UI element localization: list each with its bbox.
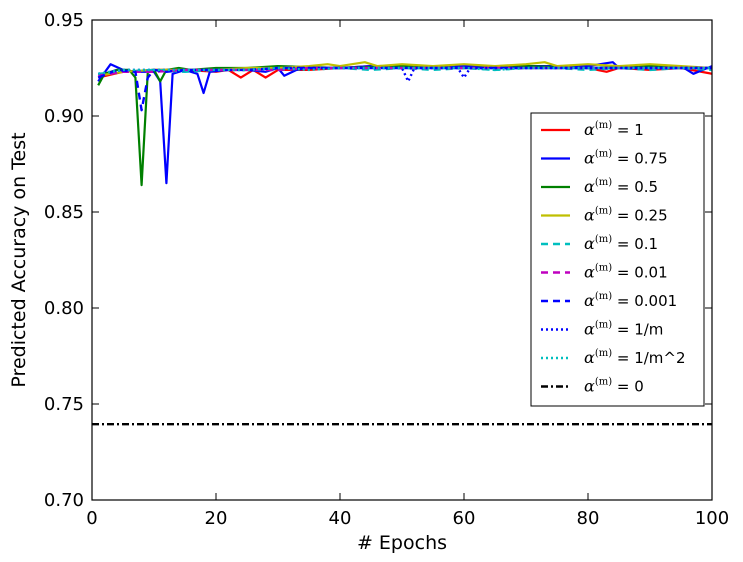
y-tick-label-0: 0.70 xyxy=(44,490,84,511)
y-tick-label-1: 0.75 xyxy=(44,394,84,415)
plot-frame xyxy=(91,19,713,501)
legend-label-1: α(m) = 0.75 xyxy=(584,149,668,168)
legend-label-9: α(m) = 0 xyxy=(584,377,644,396)
y-tick-label-2: 0.80 xyxy=(44,298,84,319)
legend: α(m) = 1 α(m) = 0.75 α(m) = 0.5 α(m) = 0.25… xyxy=(530,112,705,407)
y-tick-label-5: 0.95 xyxy=(44,10,84,31)
legend-label-3: α(m) = 0.25 xyxy=(584,206,668,225)
legend-frame xyxy=(530,112,705,407)
legend-label-7: α(m) = 1/m xyxy=(584,320,663,339)
y-tick-label-4: 0.90 xyxy=(44,106,84,127)
legend-label-8: α(m) = 1/m^2 xyxy=(584,348,686,367)
x-tick-label-3: 60 xyxy=(453,508,476,529)
series-line-8 xyxy=(98,66,712,75)
x-axis-title: # Epochs xyxy=(357,532,447,554)
legend-label-5: α(m) = 0.01 xyxy=(584,263,668,282)
legend-label-4: α(m) = 0.1 xyxy=(584,234,658,253)
x-tick-label-0: 0 xyxy=(86,508,97,529)
y-tick-label-3: 0.85 xyxy=(44,202,84,223)
legend-label-2: α(m) = 0.5 xyxy=(584,177,658,196)
x-tick-label-4: 80 xyxy=(577,508,600,529)
legend-label-0: α(m) = 1 xyxy=(584,120,644,139)
y-axis-title: Predicted Accuracy on Test xyxy=(8,132,30,387)
x-tick-label-5: 100 xyxy=(695,508,729,529)
x-tick-label-1: 20 xyxy=(205,508,228,529)
x-tick-label-2: 40 xyxy=(329,508,352,529)
legend-label-6: α(m) = 0.001 xyxy=(584,291,677,310)
tick-layer: 0 20 40 60 80 100 0.70 0.75 0.80 0.85 0.90 0.95 xyxy=(44,10,729,529)
series-layer xyxy=(92,61,712,426)
